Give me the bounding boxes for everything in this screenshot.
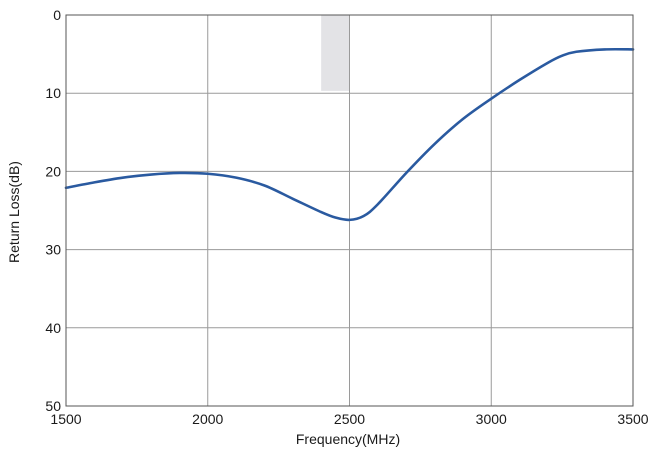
y-tick-label: 30 [45,242,61,258]
return-loss-series-line [64,47,635,222]
x-tick-label: 1500 [50,411,81,427]
y-tick-label: 10 [45,85,61,101]
x-tick-label: 3000 [476,411,507,427]
x-tick-label: 3500 [617,411,648,427]
y-tick-label: 0 [53,7,61,23]
y-tick-label: 40 [45,320,61,336]
plot-frame [65,14,634,407]
x-axis-label: Frequency(MHz) [296,431,400,447]
x-tick-label: 2500 [334,411,365,427]
y-tick-label: 20 [45,163,61,179]
band-highlight [321,15,350,91]
y-axis-label: Return Loss(dB) [6,161,22,263]
y-tick-label: 50 [45,398,61,414]
x-tick-label: 2000 [192,411,223,427]
